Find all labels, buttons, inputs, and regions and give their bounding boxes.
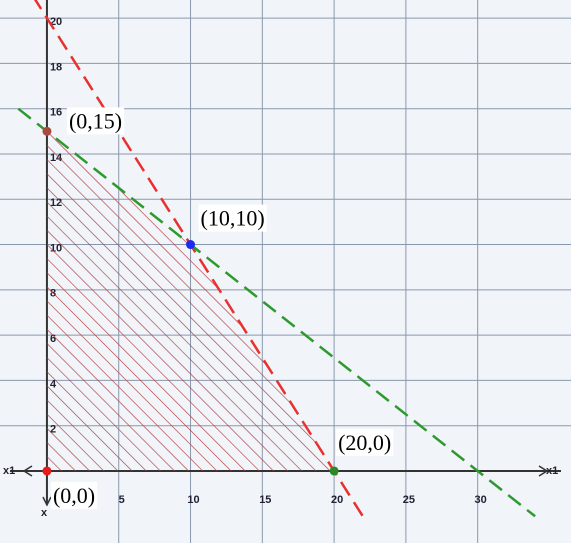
x-tick-label: 15 [259,494,271,506]
constraint-line [33,0,364,517]
y-tick-label: 18 [50,61,62,73]
y-tick-label: 20 [50,16,62,28]
x-axis-label: x1 [546,465,558,477]
axis-arrow [22,465,33,477]
vertex-point [42,126,52,136]
constraint-line [17,107,536,518]
label-background [336,429,394,457]
vertex-point [329,466,339,476]
point-label: (20,0) [338,430,391,455]
x-tick-label: 5 [119,494,125,506]
point-label: (0,15) [69,108,122,133]
point-label: (10,10) [201,206,265,231]
x-tick-label: 25 [403,494,415,506]
x-tick-label: 20 [331,494,343,506]
axis-arrow [538,465,549,477]
y-axis-label: x [41,507,48,519]
label-background [198,204,267,232]
plot: (0,15) (10,10) (20,0) (0,0) [17,0,536,518]
vertex-point [186,240,196,250]
x-axis-label: x1 [3,465,15,477]
x-tick-label: 10 [187,494,199,506]
y-tick-label: 16 [50,107,62,119]
label-background [66,107,125,135]
vertex-point [42,466,52,476]
label-background [50,482,98,510]
feasible-region [46,131,335,471]
x-tick-label: 30 [475,494,487,506]
axis-arrow [42,496,52,507]
point-label: (0,0) [53,483,95,508]
